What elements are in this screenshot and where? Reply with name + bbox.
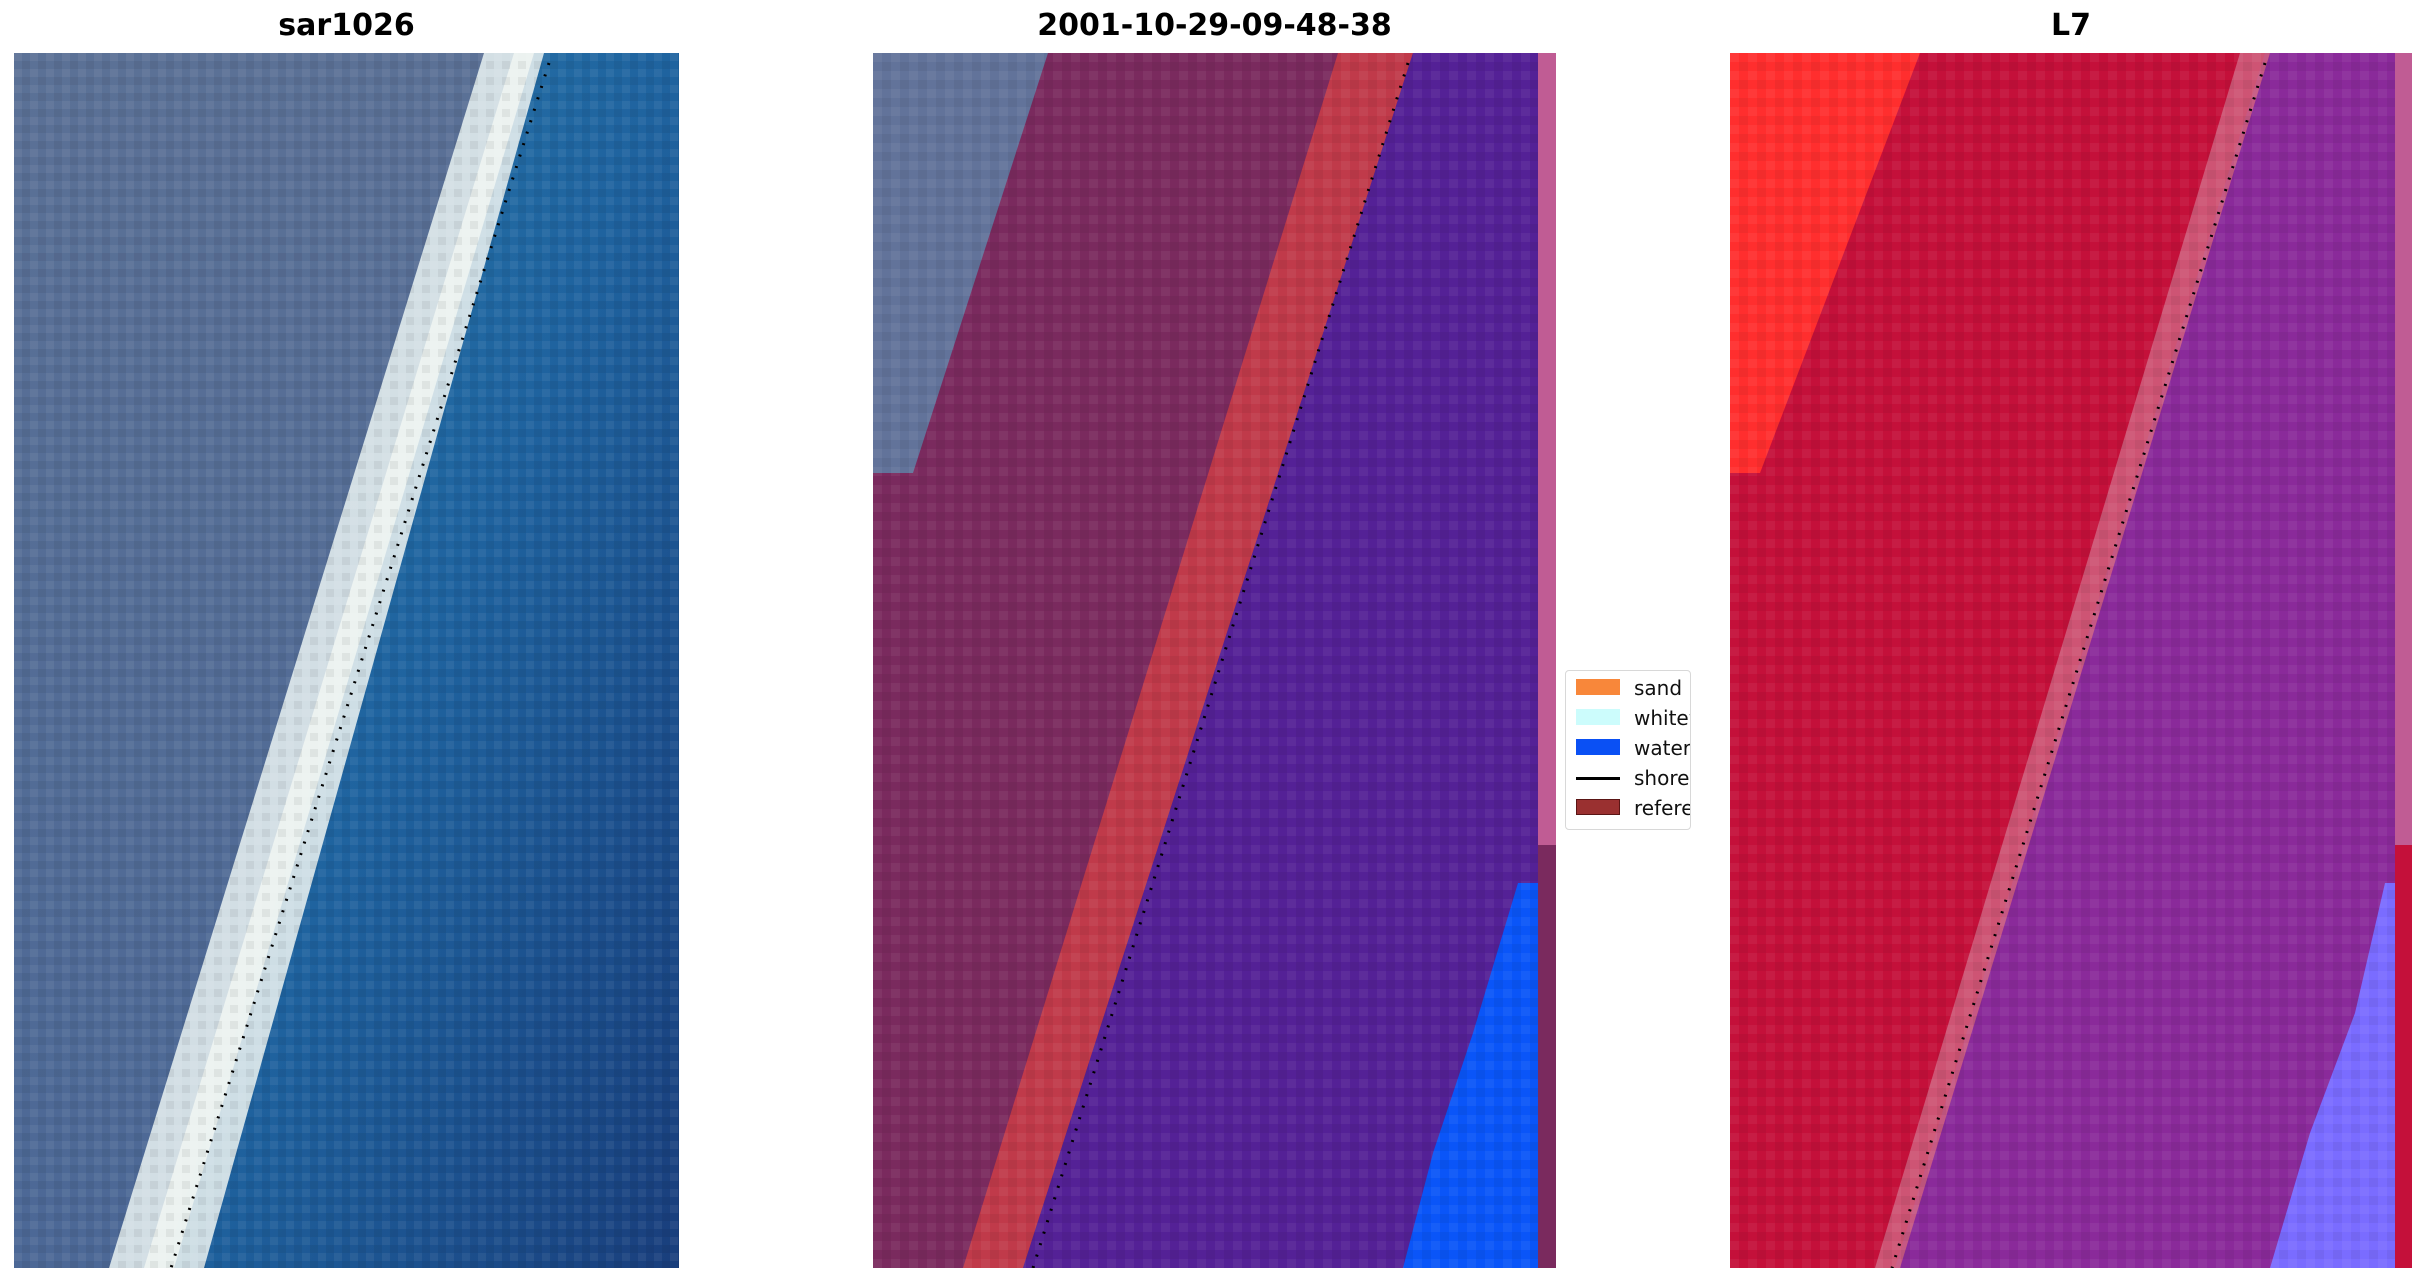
legend-item-sand: sand [1576, 676, 1690, 700]
rgb-image-panel [14, 53, 679, 1268]
legend-swatch-whitewater [1576, 709, 1620, 725]
legend-line-shoreline [1576, 777, 1620, 780]
legend-swatch-reference [1576, 799, 1620, 815]
legend-swatch-sand [1576, 679, 1620, 695]
legend-swatch-water [1576, 739, 1620, 755]
legend-label: reference [1634, 796, 1690, 820]
legend-item-shoreline: shoreline [1576, 766, 1690, 790]
panel-title-rgb: sar1026 [278, 8, 415, 43]
classified-image-panel [873, 53, 1556, 1268]
legend-label: sand [1634, 676, 1683, 700]
legend-item-water: water [1576, 736, 1691, 760]
right-strip [1538, 53, 1556, 845]
legend-label: shoreline [1634, 766, 1690, 790]
l7-image-panel [1730, 53, 2412, 1268]
l7-right-strip [2395, 53, 2412, 845]
panel-title-classified: 2001-10-29-09-48-38 [1037, 8, 1392, 43]
panel-title-l7: L7 [2051, 8, 2091, 43]
legend-item-reference: reference [1576, 796, 1690, 820]
legend-label: water [1634, 736, 1691, 760]
